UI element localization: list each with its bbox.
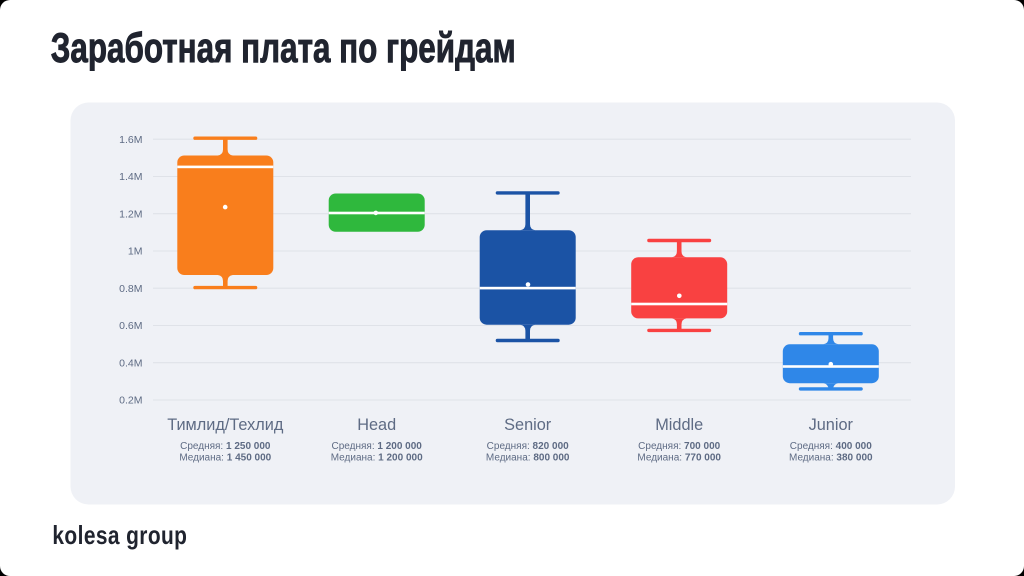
svg-text:Медиана: 1 200 000: Медиана: 1 200 000 (331, 452, 423, 463)
svg-text:Средняя: 700 000: Средняя: 700 000 (638, 441, 720, 452)
svg-text:Средняя: 400 000: Средняя: 400 000 (790, 441, 872, 452)
svg-text:1.6M: 1.6M (119, 134, 142, 146)
svg-text:kolesa group: kolesa group (52, 521, 187, 549)
svg-text:Middle: Middle (655, 416, 703, 434)
svg-text:1M: 1M (128, 246, 143, 258)
svg-text:Тимлид/Техлид: Тимлид/Техлид (167, 416, 284, 434)
svg-text:1.2M: 1.2M (119, 208, 142, 220)
svg-text:Медиана: 770 000: Медиана: 770 000 (637, 452, 721, 463)
svg-text:Медиана: 800 000: Медиана: 800 000 (486, 452, 570, 463)
svg-text:0.6M: 0.6M (119, 320, 142, 332)
svg-text:Средняя: 1 200 000: Средняя: 1 200 000 (332, 441, 423, 452)
svg-text:1.4M: 1.4M (119, 171, 142, 183)
svg-text:0.8M: 0.8M (119, 283, 142, 295)
svg-text:Заработная плата по грейдам: Заработная плата по грейдам (51, 25, 516, 71)
svg-text:Средняя: 820 000: Средняя: 820 000 (487, 441, 569, 452)
svg-text:Средняя: 1 250 000: Средняя: 1 250 000 (180, 441, 271, 452)
svg-text:0.2M: 0.2M (119, 395, 142, 407)
svg-text:0.4M: 0.4M (119, 357, 142, 369)
svg-text:Senior: Senior (504, 416, 552, 434)
svg-text:Медиана: 1 450 000: Медиана: 1 450 000 (179, 452, 271, 463)
svg-text:Junior: Junior (809, 416, 854, 434)
svg-text:Head: Head (357, 416, 396, 434)
svg-text:Медиана: 380 000: Медиана: 380 000 (789, 452, 873, 463)
